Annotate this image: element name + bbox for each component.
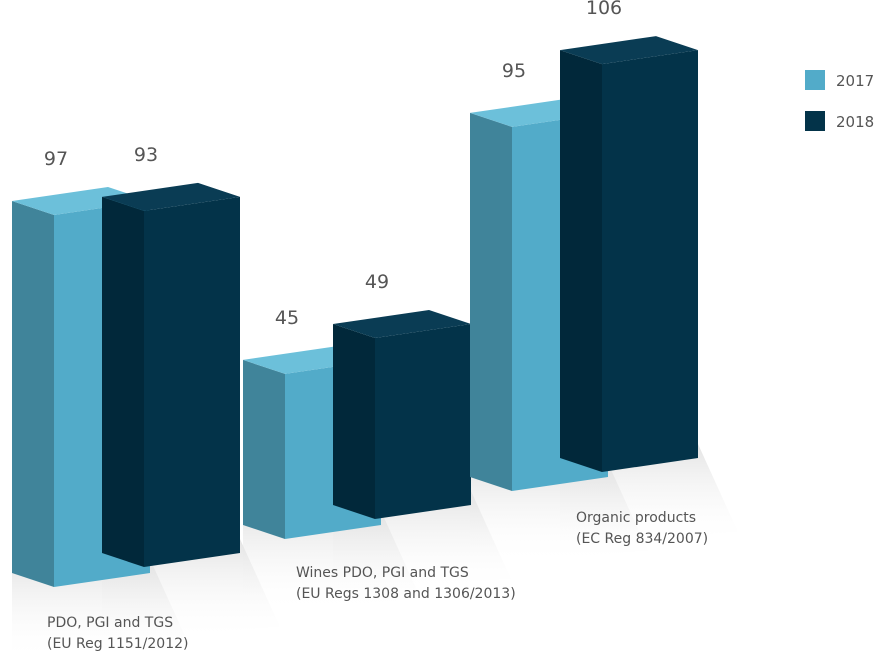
bar-side-face bbox=[560, 50, 602, 473]
bar-top-face bbox=[12, 186, 150, 215]
bar-front-face bbox=[144, 196, 240, 568]
value-label-2018-0: 93 bbox=[134, 144, 158, 166]
value-label-2018-2: 106 bbox=[586, 0, 622, 19]
category-label-line: (EC Reg 834/2007) bbox=[576, 531, 708, 547]
value-label-2017-2: 95 bbox=[502, 60, 526, 82]
legend-swatch-2018 bbox=[805, 111, 825, 131]
bar-top-face bbox=[333, 309, 471, 338]
category-label-line: (EU Reg 1151/2012) bbox=[47, 636, 189, 652]
bar-side-face bbox=[470, 112, 512, 492]
value-label-2017-1: 45 bbox=[275, 307, 299, 329]
category-label-line: (EU Regs 1308 and 1306/2013) bbox=[296, 586, 516, 602]
category-label-line: PDO, PGI and TGS bbox=[47, 615, 173, 631]
legend: 2017 2018 bbox=[805, 70, 874, 131]
category-labels: PDO, PGI and TGS (EU Reg 1151/2012) Wines … bbox=[47, 510, 708, 652]
value-labels: 97 93 45 49 95 106 bbox=[44, 0, 622, 329]
bar-2018-0 bbox=[102, 182, 240, 568]
bar-front-face bbox=[602, 50, 698, 473]
bar-front-face bbox=[375, 323, 471, 519]
bar-side-face bbox=[102, 196, 144, 568]
category-label-2: Organic products (EC Reg 834/2007) bbox=[576, 510, 708, 547]
value-label-2018-1: 49 bbox=[365, 271, 389, 293]
legend-label-2018: 2018 bbox=[836, 113, 874, 131]
bar-top-face bbox=[102, 182, 240, 211]
legend-label-2017: 2017 bbox=[836, 72, 874, 90]
bar-side-face bbox=[243, 359, 285, 539]
category-label-0: PDO, PGI and TGS (EU Reg 1151/2012) bbox=[47, 615, 189, 652]
category-label-line: Organic products bbox=[576, 510, 696, 526]
bar-side-face bbox=[333, 323, 375, 519]
value-label-2017-0: 97 bbox=[44, 148, 68, 170]
bar-2018-2 bbox=[560, 36, 698, 473]
category-label-line: Wines PDO, PGI and TGS bbox=[296, 565, 469, 581]
legend-swatch-2017 bbox=[805, 70, 825, 90]
bar-2018-1 bbox=[333, 309, 471, 519]
bars bbox=[12, 36, 698, 587]
category-label-1: Wines PDO, PGI and TGS (EU Regs 1308 and … bbox=[296, 565, 516, 602]
bar-top-face bbox=[560, 36, 698, 65]
bar-side-face bbox=[12, 200, 54, 587]
